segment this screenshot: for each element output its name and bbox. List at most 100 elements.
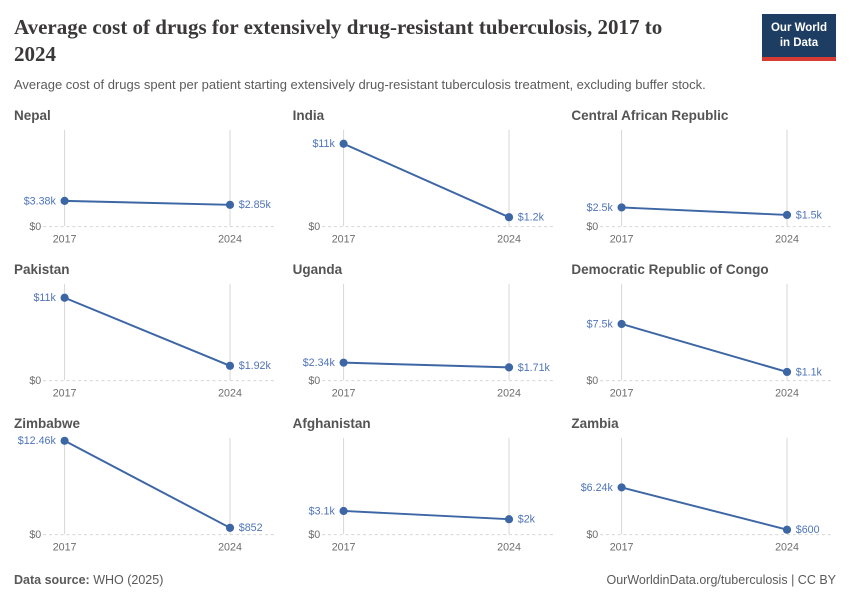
x-tick-2017: 2017 — [610, 387, 634, 399]
owid-logo[interactable]: Our World in Data — [761, 14, 836, 61]
y-zero-label: $0 — [587, 529, 599, 541]
value-label-2024: $1.5k — [796, 209, 823, 221]
x-tick-2024: 2024 — [218, 387, 242, 399]
data-source-value: WHO (2025) — [89, 572, 164, 587]
x-tick-2024: 2024 — [218, 541, 242, 553]
value-label-2017: $12.46k — [18, 435, 57, 447]
x-tick-2024: 2024 — [775, 233, 799, 245]
value-label-2024: $1.1k — [796, 366, 823, 378]
panel-country-title: Uganda — [292, 261, 343, 277]
trend-line — [64, 199, 231, 206]
x-tick-2017: 2017 — [53, 541, 77, 553]
value-label-2024: $1.2k — [517, 211, 544, 223]
y-zero-label: $0 — [29, 375, 41, 387]
data-point-2017[interactable] — [339, 358, 348, 367]
panel-country-title: Pakistan — [14, 261, 70, 277]
data-point-2024[interactable] — [783, 210, 792, 219]
data-point-2017[interactable] — [60, 196, 69, 205]
value-label-2024: $600 — [796, 524, 820, 536]
panel-country-title: Central African Republic — [571, 107, 729, 123]
license-text: | CC BY — [787, 572, 836, 587]
chart-panel[interactable]: Pakistan $0 2017 2024 $11k $1.92k — [14, 256, 279, 407]
panel-line-chart: $0 2017 2024 $3.1k $2k — [308, 437, 556, 553]
chart-panel[interactable]: Nepal $0 2017 2024 $3.38k $2.85k — [14, 102, 279, 253]
chart-panel[interactable]: Central African Republic $0 2017 2024 $2.5k… — [571, 102, 836, 253]
data-point-2024[interactable] — [783, 525, 792, 534]
data-source: Data source: WHO (2025) — [14, 573, 163, 587]
data-source-label: Data source: — [14, 572, 90, 587]
x-tick-2024: 2024 — [497, 387, 521, 399]
data-point-2024[interactable] — [225, 361, 235, 370]
panel-line-chart: $0 2017 2024 $12.46k $852 — [18, 435, 277, 553]
panel-line-chart: $0 2017 2024 $3.38k $2.85k — [24, 129, 277, 245]
y-zero-label: $0 — [29, 529, 41, 541]
panel-country-title: Democratic Republic of Congo — [571, 261, 769, 277]
y-zero-label: $0 — [587, 375, 599, 387]
data-point-2024[interactable] — [504, 362, 513, 372]
footer-attribution: OurWorldinData.org/tuberculosis | CC BY — [606, 573, 836, 587]
panel-line-chart: $0 2017 2024 $11k $1.92k — [29, 283, 277, 399]
data-point-2024[interactable] — [504, 514, 513, 523]
data-point-2017[interactable] — [617, 203, 627, 212]
data-point-2017[interactable] — [617, 482, 627, 492]
data-point-2017[interactable] — [617, 319, 627, 328]
trend-line — [343, 361, 509, 368]
trend-line — [64, 439, 231, 529]
chart-panel[interactable]: Democratic Republic of Congo $0 2017 2024 $… — [571, 256, 836, 407]
y-zero-label: $0 — [29, 221, 41, 233]
x-tick-2024: 2024 — [497, 541, 521, 553]
panel-line-chart: $0 2017 2024 $11k $1.2k — [308, 129, 556, 245]
value-label-2017: $6.24k — [581, 481, 614, 493]
trend-line — [621, 322, 788, 373]
trend-line — [343, 509, 509, 520]
data-point-2017[interactable] — [339, 506, 348, 515]
chart-header: Average cost of drugs for extensively dr… — [14, 12, 836, 94]
trend-line — [342, 142, 510, 218]
panel-country-title: India — [292, 107, 325, 123]
page-title: Average cost of drugs for extensively dr… — [14, 15, 663, 66]
chart-footer: Data source: WHO (2025) OurWorldinData.o… — [14, 573, 836, 587]
value-label-2024: $2.85k — [239, 199, 272, 211]
x-tick-2017: 2017 — [331, 541, 355, 553]
y-zero-label: $0 — [308, 529, 320, 541]
x-tick-2024: 2024 — [775, 541, 799, 553]
panel-country-title: Afghanistan — [292, 415, 371, 431]
chart-panel[interactable]: Zimbabwe $0 2017 2024 $12.46k $852 — [14, 410, 279, 561]
data-point-2017[interactable] — [60, 436, 69, 445]
owid-url-link[interactable]: OurWorldinData.org/tuberculosis — [606, 572, 788, 587]
panel-line-chart: $0 2017 2024 $7.5k $1.1k — [587, 283, 835, 399]
owid-logo-line1: Our World — [770, 22, 827, 34]
value-label-2017: $2.5k — [587, 201, 614, 213]
chart-panel[interactable]: Afghanistan $0 2017 2024 $3.1k $2k — [293, 410, 558, 561]
chart-panel[interactable]: India $0 2017 2024 $11k $1.2k — [293, 102, 558, 253]
value-label-2017: $7.5k — [587, 318, 614, 330]
page-subtitle: Average cost of drugs spent per patient … — [14, 76, 706, 92]
y-zero-label: $0 — [587, 221, 599, 233]
value-label-2024: $852 — [239, 522, 263, 534]
y-zero-label: $0 — [308, 375, 320, 387]
value-label-2017: $3.38k — [24, 195, 57, 207]
value-label-2024: $2k — [517, 513, 535, 525]
value-label-2024: $1.92k — [239, 360, 272, 372]
data-point-2017[interactable] — [60, 293, 69, 302]
small-multiples-grid: Nepal $0 2017 2024 $3.38k $2.85k India $0 201… — [14, 102, 836, 561]
x-tick-2024: 2024 — [497, 233, 521, 245]
x-tick-2017: 2017 — [610, 233, 634, 245]
trend-line — [621, 206, 788, 216]
x-tick-2017: 2017 — [331, 233, 355, 245]
data-point-2024[interactable] — [225, 523, 235, 532]
data-point-2024[interactable] — [504, 212, 513, 221]
value-label-2017: $3.1k — [308, 505, 335, 517]
panel-country-title: Zambia — [571, 415, 619, 431]
value-label-2017: $11k — [33, 292, 56, 304]
data-point-2024[interactable] — [783, 367, 792, 376]
data-point-2017[interactable] — [339, 139, 348, 148]
chart-panel[interactable]: Uganda $0 2017 2024 $2.34k $1.71k — [293, 256, 558, 407]
x-tick-2024: 2024 — [775, 387, 799, 399]
value-label-2017: $11k — [312, 138, 335, 150]
x-tick-2024: 2024 — [218, 233, 242, 245]
trend-line — [621, 486, 788, 531]
value-label-2024: $1.71k — [517, 361, 550, 373]
chart-panel[interactable]: Zambia $0 2017 2024 $6.24k $600 — [571, 410, 836, 561]
data-point-2024[interactable] — [225, 200, 235, 209]
